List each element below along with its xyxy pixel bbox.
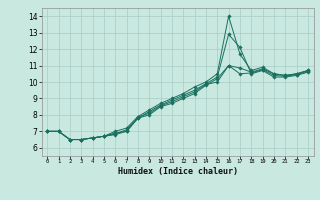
X-axis label: Humidex (Indice chaleur): Humidex (Indice chaleur) <box>118 167 237 176</box>
